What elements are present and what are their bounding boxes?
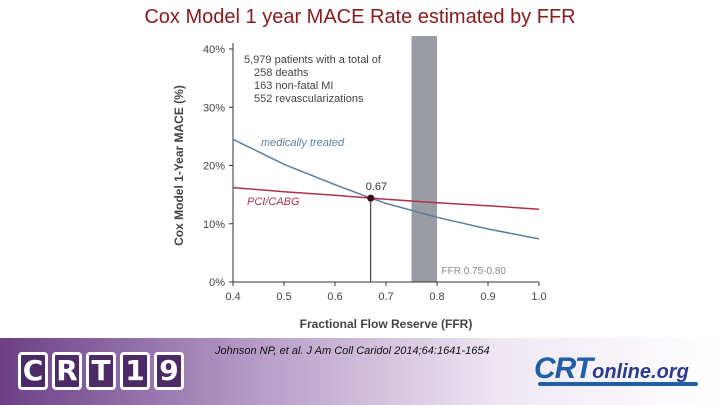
- series-group: [232, 138, 540, 240]
- series-label-pci-cabg: PCI/CABG: [247, 196, 300, 208]
- axes: 0% 10% 20% 30% 40% 0.4 0.5 0.6 0.7 0.8 0.9 1.0: [203, 43, 547, 303]
- series-label-medically-treated: medically treated: [261, 137, 345, 149]
- y-axis-label: Cox Model 1-Year MACE (%): [172, 85, 186, 246]
- x-tick-label: 0.4: [225, 291, 240, 303]
- y-tick-label: 0%: [209, 277, 225, 289]
- annotation-line: 258 deaths: [254, 67, 309, 79]
- ffr-gray-zone-band: [411, 36, 437, 282]
- citation: Johnson NP, et al. J Am Coll Caridol 201…: [215, 345, 490, 357]
- x-tick-label: 0.9: [480, 291, 495, 303]
- y-tick-label: 40%: [203, 44, 225, 56]
- crt19-logo-letter: C: [18, 352, 48, 390]
- crtonline-logo-main: CRT: [534, 352, 593, 385]
- x-tick-label: 0.7: [378, 291, 393, 303]
- series-line-pci-cabg: [232, 186, 540, 210]
- x-tick-label: 1.0: [531, 291, 546, 303]
- crt19-logo-letter: T: [86, 352, 116, 390]
- patient-annotation: 5,979 patients with a total of 258 death…: [244, 54, 382, 105]
- crt19-logo-letter: 1: [120, 352, 150, 390]
- x-axis-label: Fractional Flow Reserve (FFR): [300, 317, 473, 331]
- x-tick-label: 0.6: [327, 291, 342, 303]
- crt19-logo-letter: 9: [154, 352, 184, 390]
- x-tick-label: 0.8: [429, 291, 444, 303]
- slide-title: Cox Model 1 year MACE Rate estimated by …: [144, 6, 576, 28]
- crossover-point: [367, 194, 375, 202]
- crtonline-swoosh: [538, 382, 698, 386]
- crtonline-logo-suffix: online.org: [592, 361, 689, 383]
- band-label: FFR 0.75-0.80: [442, 266, 507, 277]
- annotation-line: 552 revascularizations: [254, 93, 364, 105]
- series-line-medically-treated: [232, 138, 540, 240]
- y-tick-label: 30%: [203, 102, 225, 114]
- annotation-line: 5,979 patients with a total of: [244, 54, 382, 66]
- annotation-line: 163 non-fatal MI: [254, 80, 334, 92]
- crossover-label: 0.67: [366, 181, 387, 193]
- y-tick-label: 20%: [203, 161, 225, 173]
- crt19-logo-letter: R: [52, 352, 82, 390]
- mace-chart: 0% 10% 20% 30% 40% 0.4 0.5 0.6 0.7 0.8 0.9 1.0 0.67…: [172, 36, 547, 331]
- y-tick-label: 10%: [203, 219, 225, 231]
- x-tick-label: 0.5: [276, 291, 291, 303]
- crtonline-logo: CRTonline.org: [534, 352, 698, 386]
- crt19-logo: C R T 1 9: [18, 352, 184, 390]
